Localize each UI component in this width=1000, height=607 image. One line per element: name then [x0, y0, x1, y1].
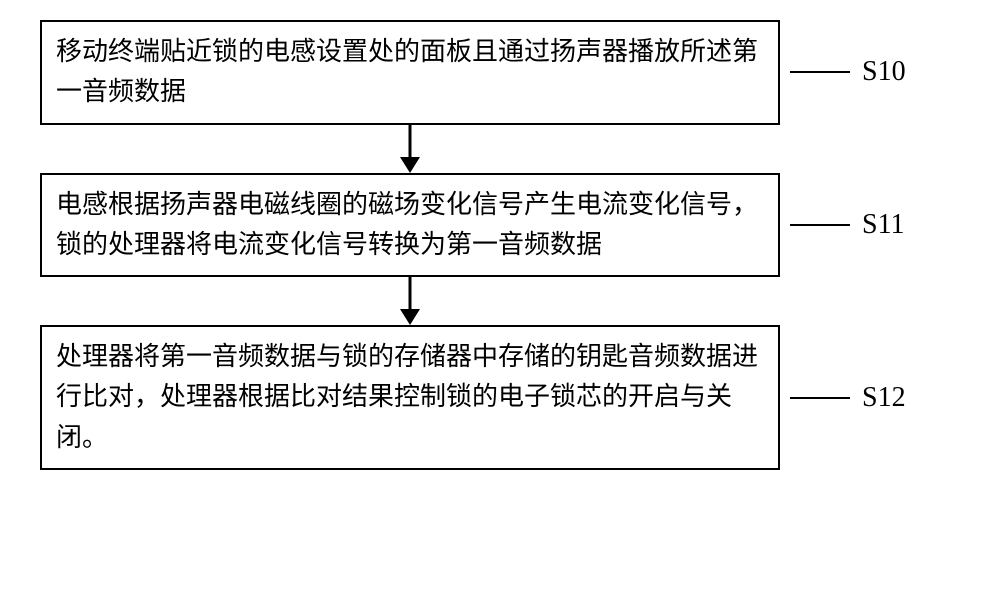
connector-line	[790, 224, 850, 226]
arrow-down	[40, 277, 780, 325]
step-box-s10: 移动终端贴近锁的电感设置处的面板且通过扬声器播放所述第一音频数据	[40, 20, 780, 125]
connector-line	[790, 71, 850, 73]
flowchart-container: 移动终端贴近锁的电感设置处的面板且通过扬声器播放所述第一音频数据 S10 电感根…	[40, 20, 960, 470]
step-label-s11: S11	[862, 209, 905, 241]
arrow-down	[40, 125, 780, 173]
step-row: 电感根据扬声器电磁线圈的磁场变化信号产生电流变化信号，锁的处理器将电流变化信号转…	[40, 173, 960, 278]
step-row: 移动终端贴近锁的电感设置处的面板且通过扬声器播放所述第一音频数据 S10	[40, 20, 960, 125]
step-label-s10: S10	[862, 56, 906, 88]
step-row: 处理器将第一音频数据与锁的存储器中存储的钥匙音频数据进行比对，处理器根据比对结果…	[40, 325, 960, 470]
step-box-s11: 电感根据扬声器电磁线圈的磁场变化信号产生电流变化信号，锁的处理器将电流变化信号转…	[40, 173, 780, 278]
step-box-s12: 处理器将第一音频数据与锁的存储器中存储的钥匙音频数据进行比对，处理器根据比对结果…	[40, 325, 780, 470]
connector-line	[790, 397, 850, 399]
step-label-s12: S12	[862, 382, 906, 414]
